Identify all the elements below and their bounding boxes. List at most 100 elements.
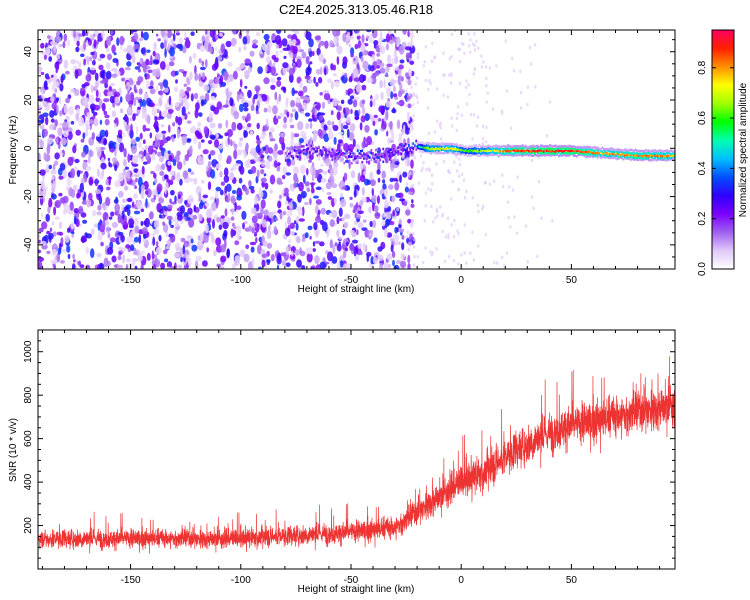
noise-cell [383,227,388,238]
noise-cell [284,227,291,237]
ridge-cell [490,153,493,156]
noise-cell [534,85,537,89]
noise-cell [77,33,84,37]
noise-cell [85,246,90,255]
ridge-cell [637,149,640,153]
noise-cell [156,183,163,193]
ridge-cell [376,153,379,157]
noise-cell [181,106,186,116]
ridge-cell [653,153,656,157]
ridge-cell [461,152,464,155]
noise-cell [188,218,195,228]
noise-cell [187,111,191,115]
ridge-cell [430,152,433,155]
ridge-cell [322,148,325,151]
noise-cell [184,200,188,205]
ridge-cell [631,152,634,155]
ridge-cell [643,158,646,161]
noise-cell [220,181,226,186]
noise-cell [245,244,250,250]
noise-cell [193,136,198,144]
noise-cell [208,116,212,123]
ridge-cell [634,156,637,159]
ridge-cell [664,153,667,156]
noise-cell [424,191,428,195]
noise-cell [134,225,140,234]
noise-cell [486,91,489,95]
noise-cell [75,129,81,136]
ridge-cell [613,153,616,156]
noise-cell [266,230,272,240]
ridge-cell [448,151,451,154]
noise-cell [450,73,453,78]
ridge-cell [619,153,622,157]
noise-cell [300,190,307,199]
noise-cell [273,225,277,235]
ridge-cell [514,153,517,157]
ridge-cell [560,151,563,155]
noise-cell [312,248,317,252]
ridge-cell [640,156,643,160]
noise-cell [462,42,465,47]
noise-cell [73,215,77,225]
noise-cell [304,232,309,239]
ridge-cell [455,145,458,149]
ridge-cell [662,152,665,156]
ridge-cell [508,150,511,153]
noise-cell [195,102,200,111]
noise-cell [404,72,409,78]
noise-cell [127,106,132,115]
y-tick-label: 40 [23,46,34,58]
noise-cell [398,45,405,55]
noise-cell [123,247,127,252]
ridge-cell [328,152,331,156]
ridge-cell [673,158,675,161]
noise-cell [455,116,458,121]
ridge-cell [664,149,667,153]
noise-cell [289,117,293,123]
ridge-cell [661,150,664,153]
ridge-cell [401,145,404,148]
noise-cell [359,74,365,83]
ridge-cell [463,145,466,149]
noise-cell [40,71,45,76]
noise-cell [390,244,394,253]
noise-cell [349,243,355,252]
ridge-cell [313,147,316,151]
noise-cell [45,76,51,80]
ridge-cell [670,152,673,156]
noise-cell [444,235,448,239]
ridge-cell [419,147,422,150]
noise-cell [366,179,371,185]
ridge-cell [466,149,469,152]
ridge-cell [428,149,431,152]
spectrogram-signal-ridge [284,139,675,165]
noise-cell [260,177,267,183]
ridge-cell [643,150,646,153]
noise-cell [404,46,412,51]
ridge-cell [652,158,655,162]
ridge-cell [655,154,658,158]
noise-cell [95,146,101,152]
noise-cell [344,213,351,219]
colorbar: 0.00.20.40.60.8 Normalized spectral ampl… [697,29,749,276]
ridge-cell [551,149,554,153]
noise-cell [75,112,80,122]
ridge-cell [467,145,470,148]
ridge-cell [410,146,413,149]
noise-cell [53,41,58,46]
noise-cell [347,186,350,191]
noise-cell [146,49,151,53]
noise-cell [233,149,238,160]
noise-cell [324,67,327,76]
noise-cell [342,32,347,43]
noise-cell [262,146,266,151]
ridge-cell [548,153,551,157]
noise-cell [246,30,250,35]
noise-cell [409,233,414,242]
noise-cell [266,242,273,249]
noise-cell [270,84,276,90]
ridge-cell [638,149,641,153]
noise-cell [62,41,66,49]
